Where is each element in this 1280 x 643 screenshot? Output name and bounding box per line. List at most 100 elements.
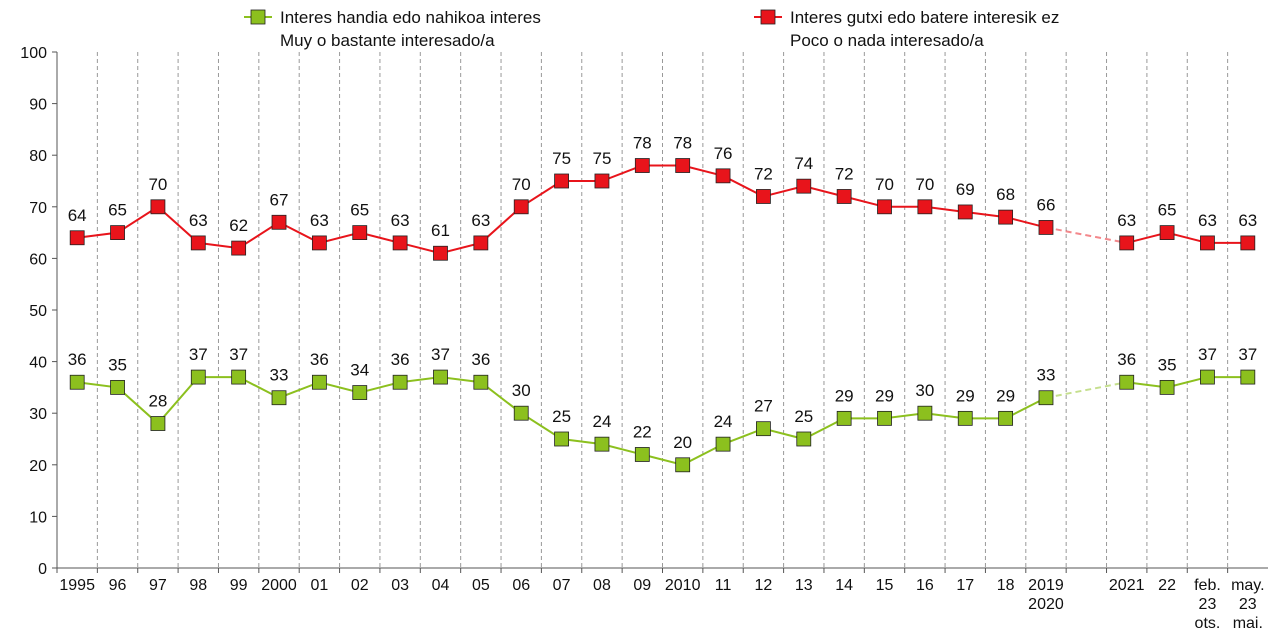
x-tick-label: 07 <box>553 577 571 594</box>
x-tick-label: 96 <box>109 577 127 594</box>
data-label: 70 <box>915 175 934 194</box>
y-tick-label: 20 <box>29 458 47 475</box>
x-tick-label: may. 23 mai. <box>1231 577 1264 632</box>
x-tick-label: 06 <box>512 577 530 594</box>
point-marker <box>392 235 408 251</box>
data-label: 74 <box>794 154 813 173</box>
data-label: 63 <box>1117 211 1136 230</box>
gap-bridge <box>1045 226 1127 244</box>
point-marker <box>1038 390 1054 406</box>
y-tick-label: 90 <box>29 97 47 114</box>
point-marker <box>554 173 569 189</box>
x-tick-label: 11 <box>715 577 732 594</box>
point-marker <box>110 379 125 395</box>
data-label: 28 <box>148 392 167 411</box>
data-label: 37 <box>431 345 450 364</box>
point-marker <box>675 457 691 473</box>
data-label: 24 <box>714 412 733 431</box>
data-label: 29 <box>835 386 854 405</box>
point-marker <box>1200 369 1215 385</box>
data-label: 62 <box>229 216 248 235</box>
point-marker <box>1240 369 1256 385</box>
data-label: 36 <box>391 350 410 369</box>
point-marker <box>594 436 610 452</box>
point-marker <box>1240 235 1256 251</box>
x-tick-label: 99 <box>230 577 248 594</box>
data-label: 70 <box>148 175 167 194</box>
x-tick-label: 01 <box>310 577 328 594</box>
data-label: 36 <box>310 350 329 369</box>
point-marker <box>1159 379 1175 395</box>
data-label: 63 <box>1238 211 1257 230</box>
data-label: 33 <box>270 366 289 385</box>
data-label: 22 <box>633 422 652 441</box>
data-label: 29 <box>875 386 894 405</box>
data-label: 29 <box>956 386 975 405</box>
y-tick-label: 100 <box>20 45 47 62</box>
data-label: 30 <box>512 381 531 400</box>
x-tick-label: 15 <box>876 577 894 594</box>
y-tick-label: 80 <box>29 148 47 165</box>
x-tick-label: 14 <box>835 577 853 594</box>
data-label: 67 <box>270 190 289 209</box>
x-tick-label: 08 <box>593 577 611 594</box>
y-tick-label: 40 <box>29 355 47 372</box>
x-tick-label: 22 <box>1158 577 1176 594</box>
data-label: 29 <box>996 386 1015 405</box>
x-tick-label: 05 <box>472 577 490 594</box>
data-label: 37 <box>229 345 248 364</box>
x-tick-label: 2000 <box>261 577 297 594</box>
point-marker <box>1159 225 1175 241</box>
point-marker <box>796 431 812 447</box>
data-label: 72 <box>754 164 773 183</box>
data-label: 63 <box>471 211 490 230</box>
x-tick-label: 13 <box>795 577 813 594</box>
x-tick-label: 2010 <box>665 577 701 594</box>
point-marker <box>392 374 408 390</box>
legend-marker <box>760 9 776 25</box>
point-marker <box>513 405 529 421</box>
data-label: 61 <box>431 221 450 240</box>
data-label: 37 <box>189 345 208 364</box>
x-tick-label: 04 <box>432 577 450 594</box>
data-label: 76 <box>714 144 733 163</box>
y-tick-label: 60 <box>29 251 47 268</box>
point-marker <box>69 230 85 246</box>
point-marker <box>998 410 1014 426</box>
data-label: 63 <box>189 211 208 230</box>
data-label: 68 <box>996 185 1015 204</box>
point-marker <box>836 189 852 204</box>
data-label: 72 <box>835 164 854 183</box>
x-tick-label: 98 <box>189 577 207 594</box>
x-tick-label: 2019 2020 <box>1028 577 1064 613</box>
x-tick-label: feb. 23 ots. <box>1194 577 1221 632</box>
x-tick-label: 03 <box>391 577 409 594</box>
data-label: 35 <box>1158 355 1177 374</box>
data-label: 63 <box>310 211 329 230</box>
data-label: 65 <box>1158 201 1177 220</box>
x-tick-label: 16 <box>916 577 934 594</box>
y-tick-label: 10 <box>29 509 47 526</box>
point-marker <box>150 416 166 431</box>
point-marker <box>433 369 448 385</box>
data-label: 36 <box>471 350 490 369</box>
point-marker <box>513 199 529 215</box>
data-label: 33 <box>1037 366 1056 385</box>
data-label: 75 <box>592 149 611 168</box>
point-marker <box>271 214 287 230</box>
data-label: 78 <box>633 134 652 153</box>
point-marker <box>473 235 489 251</box>
data-label: 35 <box>108 355 127 374</box>
point-marker <box>957 410 973 426</box>
y-tick-label: 30 <box>29 406 47 423</box>
point-marker <box>756 189 771 204</box>
point-marker <box>110 225 125 241</box>
point-marker <box>433 245 448 261</box>
point-marker <box>150 199 166 215</box>
data-label: 37 <box>1198 345 1217 364</box>
point-marker <box>69 374 85 390</box>
point-marker <box>1038 220 1054 235</box>
point-marker <box>675 158 691 173</box>
x-tick-label: 18 <box>997 577 1015 594</box>
point-marker <box>877 410 892 426</box>
